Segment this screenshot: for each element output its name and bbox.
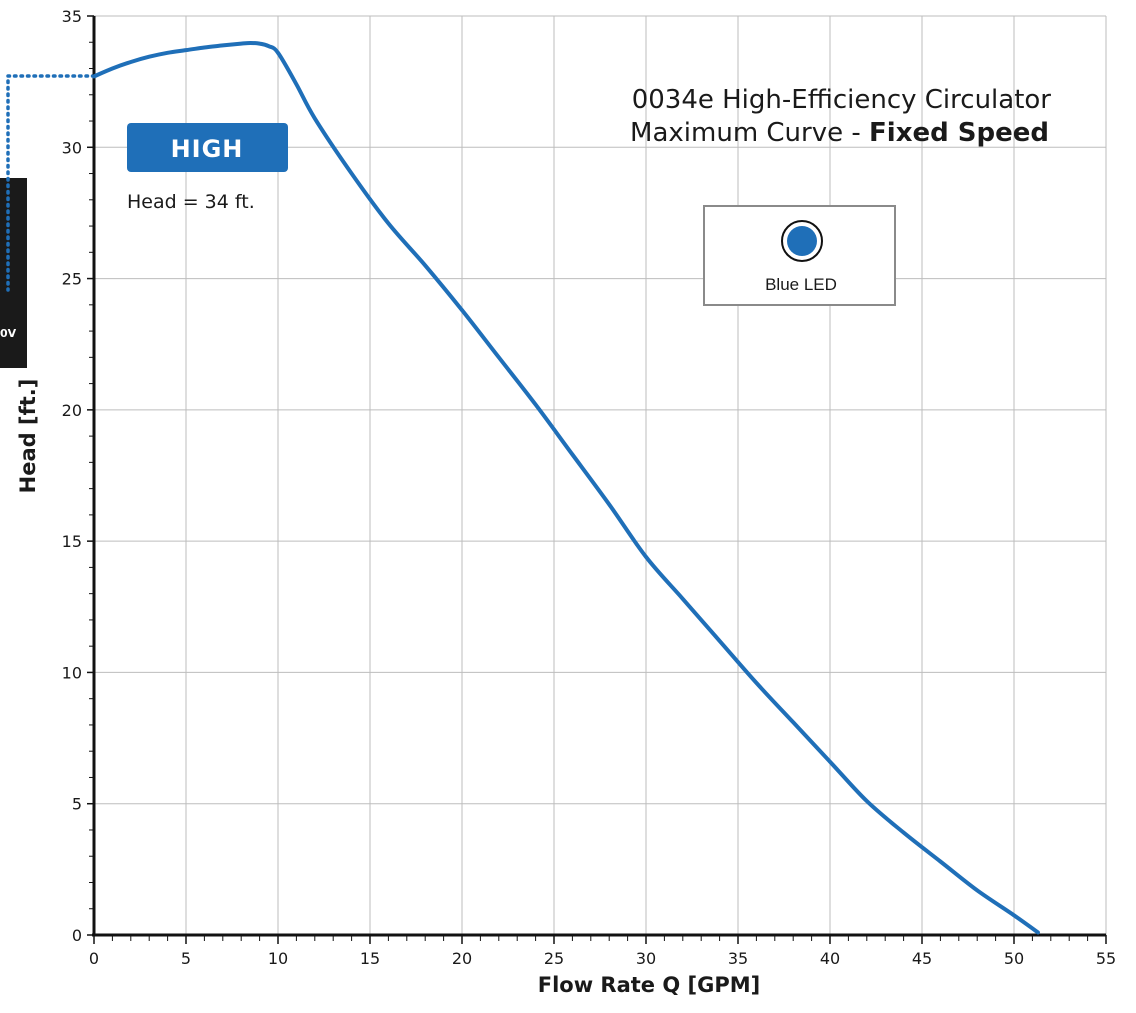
side-tab	[0, 178, 27, 368]
y-tick-label: 15	[62, 532, 82, 551]
dotted-leader-line	[6, 74, 96, 292]
y-tick-label: 20	[62, 401, 82, 420]
x-tick-labels: 0 5 10 15 20 25 30 35 40 45 50 55	[89, 949, 1116, 968]
x-tick-label: 10	[268, 949, 288, 968]
y-tick-label: 0	[72, 926, 82, 945]
y-tick-label: 25	[62, 270, 82, 289]
x-tick-label: 0	[89, 949, 99, 968]
x-tick-label: 30	[636, 949, 656, 968]
x-tick-label: 5	[181, 949, 191, 968]
subtitle-prefix: Maximum Curve -	[630, 118, 869, 148]
chart-subtitle: Maximum Curve - Fixed Speed	[630, 118, 1049, 148]
x-tick-label: 40	[820, 949, 840, 968]
y-tick-label: 35	[62, 7, 82, 26]
y-tick-labels: 0 5 10 15 20 25 30 35	[62, 7, 82, 945]
grid	[87, 15, 1107, 944]
x-tick-label: 45	[912, 949, 932, 968]
chart-title: 0034e High-Efficiency Circulator	[632, 85, 1052, 115]
side-tab-text: 0V	[0, 327, 17, 340]
subtitle-bold: Fixed Speed	[869, 118, 1049, 148]
y-tick-label: 10	[62, 663, 82, 682]
x-tick-label: 25	[544, 949, 564, 968]
minor-ticks	[89, 41, 1089, 941]
legend-label: Blue LED	[765, 275, 837, 294]
x-axis-title: Flow Rate Q [GPM]	[538, 973, 761, 997]
high-badge-label: HIGH	[171, 135, 244, 163]
x-tick-label: 20	[452, 949, 472, 968]
blue-led-icon	[787, 226, 817, 256]
x-tick-label: 35	[728, 949, 748, 968]
x-tick-label: 55	[1096, 949, 1116, 968]
series-line	[92, 41, 1040, 935]
y-axis-title: Head [ft.]	[16, 379, 40, 494]
x-tick-label: 15	[360, 949, 380, 968]
y-tick-label: 30	[62, 138, 82, 157]
y-tick-label: 5	[72, 795, 82, 814]
high-badge	[127, 123, 288, 172]
head-note: Head = 34 ft.	[127, 191, 255, 213]
x-tick-label: 50	[1004, 949, 1024, 968]
